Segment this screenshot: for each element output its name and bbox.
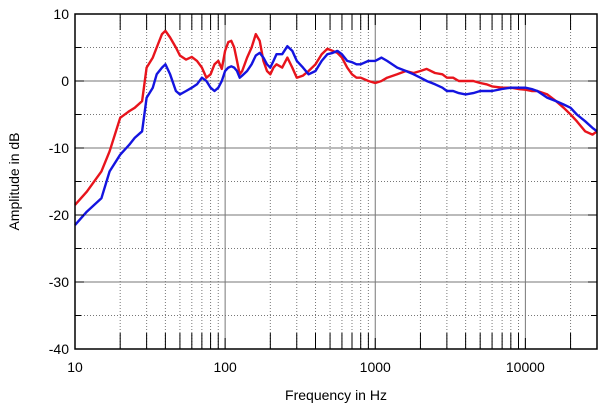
minor-gridlines bbox=[75, 14, 598, 349]
y-tick-label: -40 bbox=[49, 341, 69, 357]
x-tick-labels: 10 100 1000 10000 bbox=[67, 359, 545, 375]
y-tick-label: -30 bbox=[49, 274, 69, 290]
series-line-2 bbox=[74, 45, 598, 226]
y-tick-label: 0 bbox=[61, 73, 69, 89]
series-line-1 bbox=[74, 29, 598, 206]
x-tick-label: 10000 bbox=[506, 359, 545, 375]
y-tick-label: 10 bbox=[53, 6, 69, 22]
y-tick-label: -10 bbox=[49, 140, 69, 156]
x-tick-label: 1000 bbox=[360, 359, 391, 375]
tick-marks bbox=[74, 13, 598, 350]
y-axis-title: Amplitude in dB bbox=[6, 132, 22, 230]
y-tick-label: -20 bbox=[49, 207, 69, 223]
x-axis-title: Frequency in Hz bbox=[285, 387, 387, 403]
y-tick-labels: 10 0 -10 -20 -30 -40 bbox=[49, 6, 69, 357]
x-tick-label: 100 bbox=[213, 359, 237, 375]
series-layer bbox=[74, 29, 598, 226]
x-tick-label: 10 bbox=[67, 359, 83, 375]
